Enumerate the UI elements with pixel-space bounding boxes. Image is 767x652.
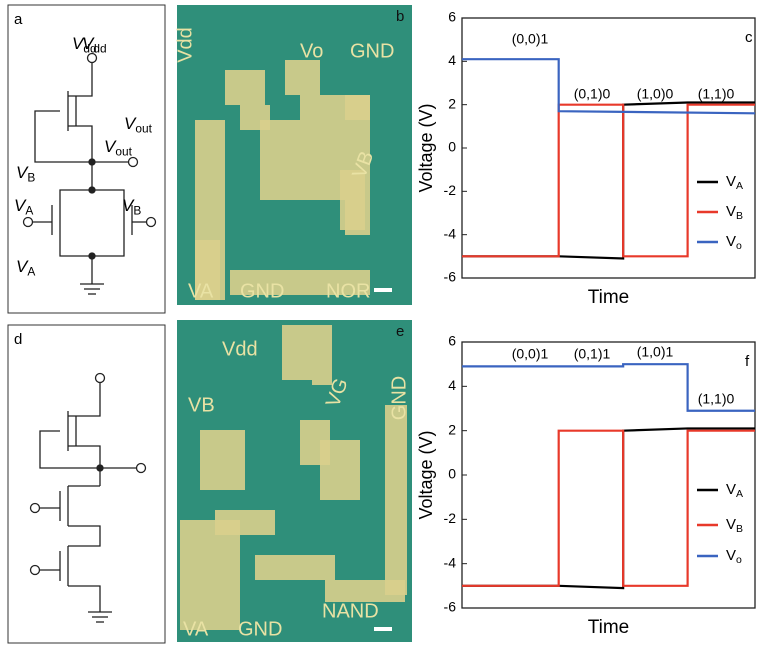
pad-label: VA [188,280,214,302]
panel-letter: d [14,331,22,348]
electrode [200,430,245,490]
electrode [260,120,345,200]
y-tick-label: 0 [448,139,456,155]
wire [68,526,100,546]
state-annotation: (0,1)0 [574,86,611,102]
pad-label: NOR [326,280,370,302]
y-tick-label: 4 [448,52,456,68]
legend-label: VA [726,481,743,500]
plot-frame [462,342,755,608]
pad-label: Vdd [222,338,258,360]
pad-label: GND [238,618,282,640]
va-label: VA [16,257,35,278]
x-axis-label: Time [588,617,630,638]
terminal [137,464,146,473]
electrode [180,520,240,630]
panel-letter: b [396,8,404,25]
vdd-label: Vdd [82,34,107,55]
electrode [385,405,407,595]
y-tick-label: 4 [448,377,456,393]
series-line [462,105,755,257]
y-axis-label: Voltage (V) [416,430,436,519]
legend-label: Vo [726,233,742,252]
vout-label: Vout [104,137,133,158]
wire [68,446,100,486]
pad-label: Vdd [174,27,196,63]
legend-label: VB [726,516,743,535]
state-annotation: (1,0)1 [637,344,674,360]
electrode [215,510,275,535]
panel-letter: c [745,29,753,46]
electrode [312,325,332,385]
series-line [462,431,755,586]
electrode [320,440,360,500]
va-label: VA [14,196,33,217]
panel-letter: e [396,323,404,340]
wire [68,383,100,416]
y-tick-label: 0 [448,466,456,482]
pad-label: VB [188,394,215,416]
series-line [462,428,755,588]
pad-label: GND [388,376,410,420]
state-annotation: (1,1)0 [698,86,735,102]
y-tick-label: -2 [444,510,457,526]
circuit [31,374,146,623]
y-axis-label: Voltage (V) [416,103,436,192]
pad-label: GND [240,280,284,302]
terminal [96,374,105,383]
plot-frame [462,18,755,278]
series-line [462,103,755,259]
pad-label: Vo [300,40,323,62]
terminal [31,566,40,575]
y-tick-label: -6 [444,269,457,285]
pad-label: NAND [322,600,379,622]
electrode [225,70,265,105]
scale-bar [374,627,392,631]
wire [40,431,100,468]
state-annotation: (1,1)0 [698,391,735,407]
state-annotation: (0,0)1 [512,31,549,47]
vout-label: Vout [124,114,153,135]
figure: a Vdd Vout VA VB d Vdd Vout VB VA b Vdd Vo GND VB VA GND… [0,0,767,647]
electrode [285,60,320,95]
wire [68,126,92,190]
wire [68,63,92,96]
x-axis-label: Time [588,287,630,308]
state-annotation: (1,0)0 [637,86,674,102]
terminal [147,218,156,227]
panel-letter: a [14,11,23,28]
pad-label: VA [183,618,209,640]
state-annotation: (0,0)1 [512,346,549,362]
panel-letter: f [745,353,750,370]
terminal [31,504,40,513]
vb-label: VB [16,163,35,184]
state-annotation: (0,1)1 [574,346,611,362]
wire [68,586,100,598]
scale-bar [374,288,392,292]
y-tick-label: 2 [448,421,456,437]
electrode [325,580,405,602]
vb-label: VB [122,196,141,217]
y-tick-label: 6 [448,9,456,25]
pad-label: GND [350,40,394,62]
wire [35,111,92,162]
legend-label: Vo [726,547,742,566]
y-tick-label: 2 [448,95,456,111]
y-tick-label: -2 [444,182,457,198]
legend-label: VA [726,173,743,192]
electrode [282,325,312,380]
terminal [129,158,138,167]
y-tick-label: 6 [448,333,456,349]
circuit [24,54,156,295]
legend-label: VB [726,203,743,222]
electrode [255,555,335,580]
y-tick-label: -4 [444,225,457,241]
y-tick-label: -6 [444,599,457,615]
y-tick-label: -4 [444,554,457,570]
panel-frame [8,325,165,643]
terminal [24,218,33,227]
